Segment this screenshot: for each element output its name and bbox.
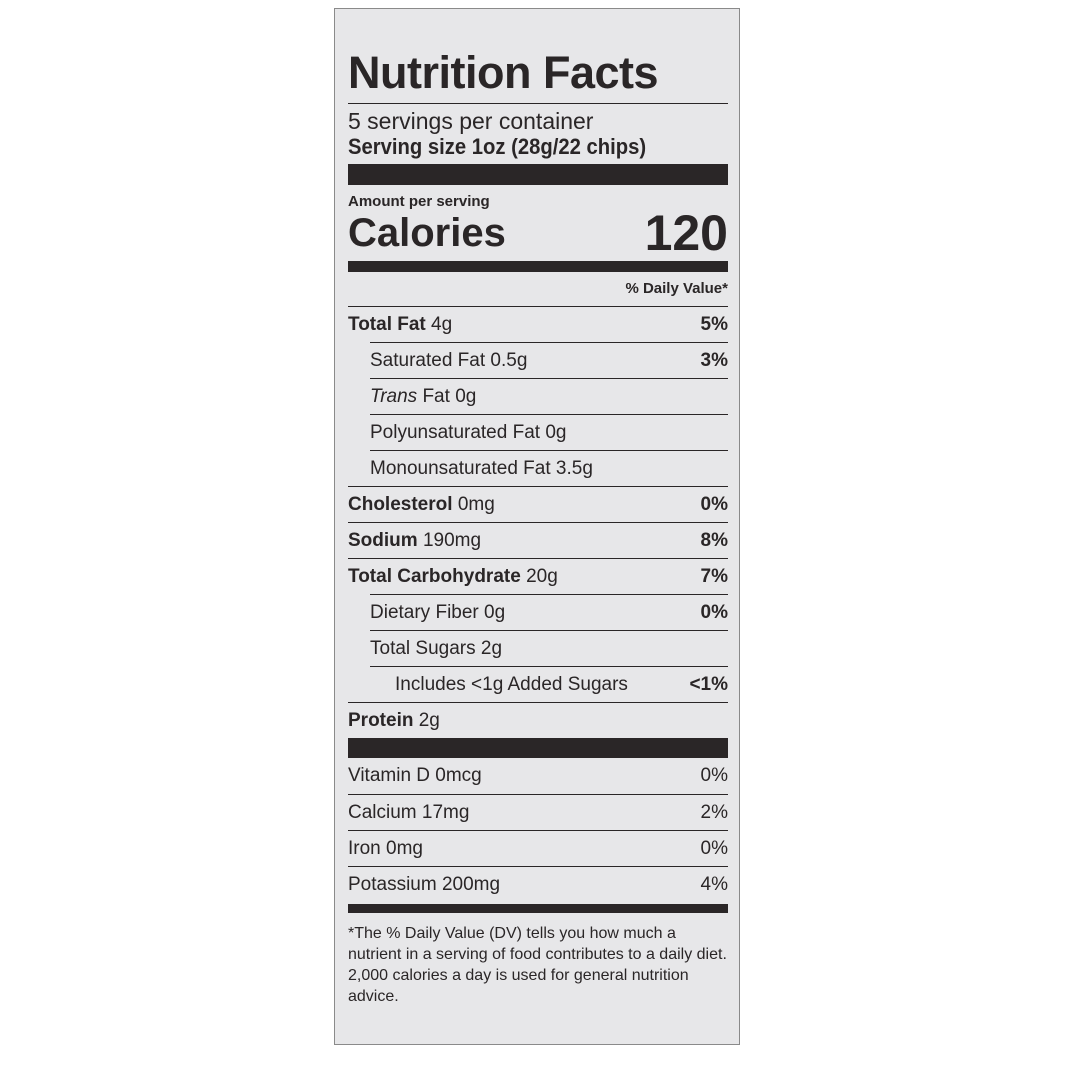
nutrient-name: Cholesterol [348, 493, 453, 515]
vitamin-dv: 2% [700, 801, 728, 823]
nutrient-name: Sodium [348, 529, 418, 551]
nutrient-row: Total Carbohydrate 20g 7% [348, 558, 728, 594]
nutrient-amount: 190mg [422, 529, 482, 551]
nutrient-row: Saturated Fat 0.5g 3% [370, 342, 728, 378]
vitamin-row: Potassium 200mg 4% [348, 866, 728, 902]
nutrient-row: Includes <1g Added Sugars <1% [370, 666, 728, 702]
nutrient-name: Trans [370, 385, 418, 407]
vitamin-row: Calcium 17mg 2% [348, 794, 728, 830]
amount-per-serving: Amount per serving [348, 193, 490, 210]
nutrient-amount: 0g [545, 421, 567, 443]
vitamin-dv: 0% [700, 765, 728, 786]
thick-divider [348, 164, 728, 185]
nutrient-row: Protein 2g [348, 702, 728, 738]
vitamin-name: Calcium 17mg [348, 801, 470, 823]
nutrient-amount: 2g [418, 709, 440, 731]
nutrient-name: Monounsaturated Fat [370, 457, 551, 479]
thick-divider [348, 904, 728, 913]
nutrient-name: Dietary Fiber [370, 601, 479, 623]
nutrient-amount: 20g [526, 565, 558, 587]
vitamin-name: Potassium 200mg [348, 873, 501, 895]
nutrient-row: Total Fat 4g 5% [348, 306, 728, 342]
vitamin-row: Vitamin D 0mcg 0% [348, 758, 728, 794]
nutrient-name: Polyunsaturated Fat [370, 421, 541, 443]
nutrient-amount: 2g [480, 637, 503, 659]
label-title: Nutrition Facts [348, 47, 659, 98]
nutrient-row: Monounsaturated Fat 3.5g [370, 450, 728, 486]
nutrient-name: Total Fat [348, 313, 426, 335]
nutrient-name: Protein [348, 709, 414, 731]
footnote: *The % Daily Value (DV) tells you how mu… [348, 925, 727, 1005]
nutrient-name: Total Sugars [370, 637, 476, 659]
nutrient-name: Includes <1g Added Sugars [395, 673, 628, 695]
nutrient-dv: 5% [700, 313, 728, 335]
nutrient-name: Total Carbohydrate [348, 565, 521, 587]
nutrition-facts-label: Nutrition Facts 5 servings per container… [334, 8, 740, 1045]
thick-divider [348, 261, 728, 272]
nutrient-dv: 0% [700, 493, 728, 515]
vitamin-dv: 0% [700, 837, 728, 859]
vitamin-name: Vitamin D 0mcg [348, 765, 482, 786]
calories-value: 120 [644, 205, 728, 261]
nutrient-dv: 3% [700, 349, 728, 371]
nutrient-dv: 0% [700, 601, 728, 623]
calories-label: Calories [348, 211, 506, 255]
nutrient-row: Cholesterol 0mg 0% [348, 486, 728, 522]
nutrient-name: Saturated Fat [370, 349, 486, 371]
nutrient-amount: 4g [431, 313, 453, 335]
calories-row: Calories 120 [348, 205, 728, 261]
daily-value-header: % Daily Value* [625, 280, 728, 297]
nutrient-amount: 0.5g [490, 349, 528, 371]
nutrient-amount: 0g [484, 601, 506, 623]
vitamin-name: Iron 0mg [348, 837, 423, 859]
thick-divider [348, 738, 728, 758]
nutrient-dv: 7% [700, 565, 728, 587]
nutrient-name-suffix: Fat [422, 385, 450, 407]
servings-per-container: 5 servings per container [348, 108, 594, 134]
nutrient-dv: 8% [700, 529, 728, 551]
nutrient-row: Trans Fat 0g [370, 378, 728, 414]
vitamin-row: Iron 0mg 0% [348, 830, 728, 866]
nutrient-row: Sodium 190mg 8% [348, 522, 728, 558]
nutrient-row: Dietary Fiber 0g 0% [370, 594, 728, 630]
serving-size: Serving size 1oz (28g/22 chips) [348, 134, 647, 159]
nutrient-amount: 0mg [457, 493, 495, 515]
nutrient-dv: <1% [689, 673, 728, 695]
nutrient-row: Total Sugars 2g [370, 630, 728, 666]
nutrient-row: Polyunsaturated Fat 0g [370, 414, 728, 450]
divider [348, 103, 728, 104]
nutrient-amount: 0g [455, 385, 477, 407]
vitamin-dv: 4% [700, 873, 728, 895]
nutrient-amount: 3.5g [555, 457, 593, 479]
